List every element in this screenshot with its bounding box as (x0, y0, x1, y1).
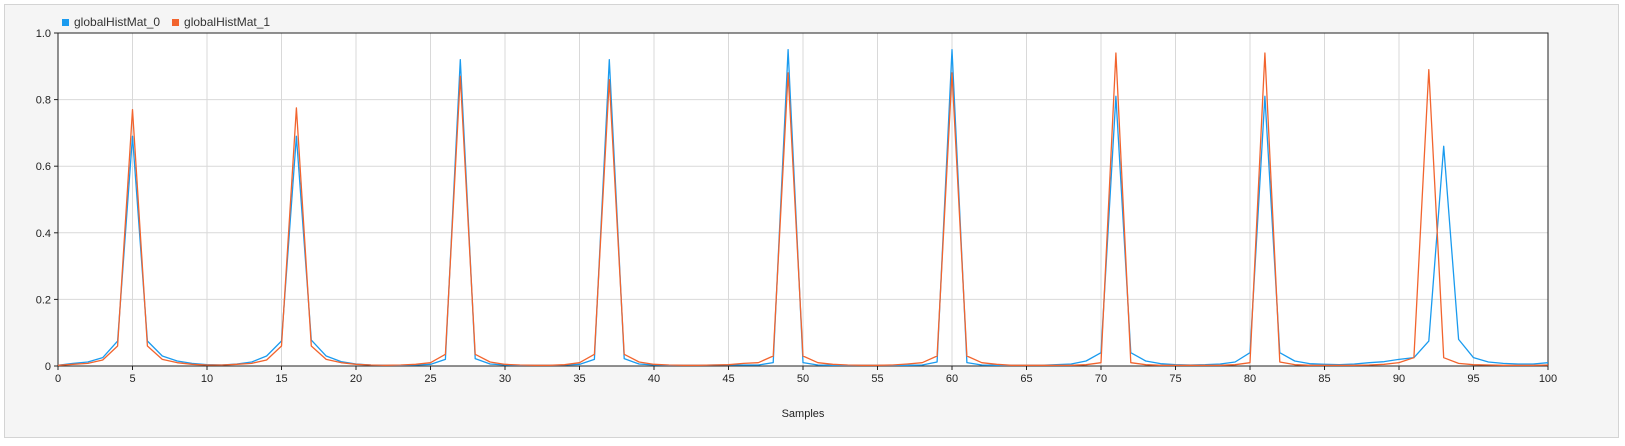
x-tick-label: 5 (129, 373, 135, 385)
y-tick-label: 0.8 (36, 95, 51, 107)
x-tick-label: 45 (722, 373, 734, 385)
x-tick-label: 70 (1095, 373, 1107, 385)
legend-label: globalHistMat_1 (184, 15, 271, 29)
x-tick-label: 20 (350, 373, 362, 385)
x-tick-label: 95 (1467, 373, 1479, 385)
x-tick-label: 0 (55, 373, 61, 385)
legend: globalHistMat_0 globalHistMat_1 (62, 14, 282, 30)
y-tick-label: 0.4 (36, 228, 51, 240)
x-tick-label: 35 (573, 373, 585, 385)
x-axis-title: Samples (782, 408, 825, 420)
x-tick-label: 85 (1318, 373, 1330, 385)
y-tick-label: 0 (45, 361, 51, 373)
x-tick-label: 60 (946, 373, 958, 385)
x-tick-label: 25 (424, 373, 436, 385)
x-tick-label: 15 (275, 373, 287, 385)
x-tick-label: 75 (1169, 373, 1181, 385)
legend-item-series-1[interactable]: globalHistMat_1 (172, 15, 270, 29)
x-tick-label: 10 (201, 373, 213, 385)
x-tick-label: 55 (871, 373, 883, 385)
x-tick-label: 30 (499, 373, 511, 385)
x-tick-label: 90 (1393, 373, 1405, 385)
legend-item-series-0[interactable]: globalHistMat_0 (62, 15, 160, 29)
y-tick-label: 0.6 (36, 161, 51, 173)
legend-swatch (62, 18, 69, 26)
x-tick-label: 100 (1539, 373, 1557, 385)
x-tick-label: 65 (1020, 373, 1032, 385)
x-tick-label: 40 (648, 373, 660, 385)
y-tick-label: 1.0 (36, 28, 51, 40)
x-tick-label: 50 (797, 373, 809, 385)
legend-label: globalHistMat_0 (74, 15, 161, 29)
series-line-1 (57, 52, 1549, 366)
x-tick-label: 80 (1244, 373, 1256, 385)
legend-swatch (172, 18, 180, 26)
y-tick-label: 0.2 (36, 294, 51, 306)
